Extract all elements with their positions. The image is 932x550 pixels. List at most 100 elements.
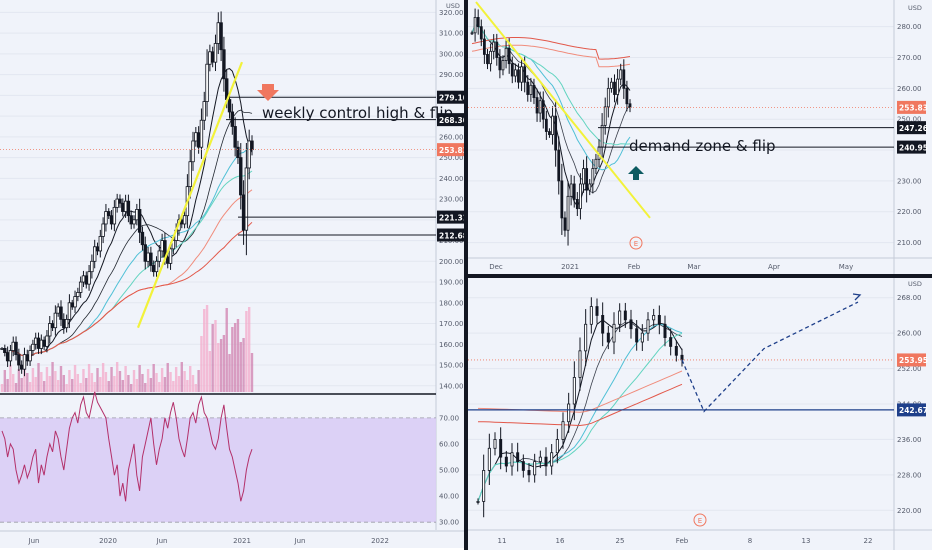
weekly-candle [171, 240, 176, 250]
weekly-volume-bar [236, 319, 240, 392]
weekly-candle [84, 275, 88, 285]
weekly-volume-bar [250, 353, 254, 392]
weekly-candle [92, 246, 97, 262]
weekly-price-label: 253.83 [439, 146, 464, 155]
intraday-price-label-bg [897, 403, 926, 417]
pane-divider-horizontal[interactable] [468, 274, 932, 278]
intraday-candle [646, 319, 650, 334]
weekly-volume-bar [23, 364, 26, 392]
daily-candle [600, 124, 604, 148]
weekly-tick-label: 310.00 [439, 30, 464, 38]
weekly-volume-bar [110, 367, 113, 392]
weekly-chart[interactable]: 140.00 150.00 160.00 170.00 180.00 190.00 200.… [0, 0, 464, 550]
weekly-candle [104, 211, 108, 225]
intraday-candle [584, 323, 588, 352]
intraday-price-label: 242.67 [899, 406, 928, 415]
weekly-volume-bar [214, 320, 217, 392]
weekly-candle [216, 22, 220, 44]
weekly-volume-bar [160, 368, 164, 392]
intraday-time-label: 13 [802, 537, 811, 545]
weekly-volume-bar [138, 365, 141, 392]
intraday-price-label-bg [897, 353, 926, 367]
intraday-tick-label: 236.00 [897, 436, 922, 444]
weekly-candle [90, 260, 94, 273]
weekly-candle [239, 157, 243, 196]
weekly-tick-label: 170.00 [439, 320, 464, 328]
daily-candle [582, 168, 585, 185]
weekly-tick-label: 150.00 [439, 362, 464, 370]
intraday-candle [567, 403, 571, 423]
daily-candle [585, 168, 589, 191]
weekly-volume-bar [37, 363, 40, 392]
intraday-candle [652, 315, 656, 321]
daily-candle [569, 183, 573, 197]
weekly-volume-bar [26, 373, 29, 392]
daily-chart[interactable]: 210.00220.00230.00240.00250.00260.00270.… [468, 0, 932, 274]
weekly-volume-bar [146, 369, 150, 392]
weekly-candle [202, 101, 206, 121]
weekly-price-label: 268.30 [439, 116, 464, 125]
weekly-volume-bar [141, 374, 144, 392]
daily-candle [579, 183, 582, 210]
intraday-time-label: 8 [748, 537, 752, 545]
intraday-time-label: 25 [616, 537, 625, 545]
weekly-volume-bar [113, 376, 116, 392]
weekly-price-label: 279.10 [439, 94, 464, 103]
weekly-candle [17, 354, 21, 366]
daily-tick-label: 210.00 [897, 239, 922, 247]
daily-candle [526, 81, 530, 95]
weekly-candle [126, 200, 131, 217]
weekly-candle [151, 265, 156, 273]
intraday-candle [561, 421, 565, 440]
weekly-candle [76, 292, 80, 297]
daily-ma-line [471, 24, 631, 146]
weekly-price-label-bg [437, 228, 464, 242]
daily-candle [575, 198, 579, 210]
intraday-earnings-label: E [698, 517, 702, 525]
daily-candle [489, 50, 492, 65]
weekly-volume-bar [3, 370, 7, 392]
daily-candle [501, 60, 505, 71]
intraday-ma-long2 [477, 383, 683, 427]
weekly-tick-label: 240.00 [439, 175, 464, 183]
daily-candle [492, 41, 496, 52]
daily-pane[interactable] [468, 0, 932, 274]
intraday-time-label: 11 [498, 537, 507, 545]
weekly-volume-bar [144, 383, 147, 392]
intraday-chart[interactable]: 220.00228.00236.00244.00252.00260.00268.… [468, 278, 932, 550]
weekly-volume-bar [93, 382, 96, 392]
daily-candle [572, 183, 576, 200]
intraday-candle [544, 456, 548, 467]
weekly-volume-bar [51, 362, 54, 392]
intraday-pane[interactable] [468, 278, 932, 550]
daily-candle [541, 100, 545, 120]
weekly-tick-label: 200.00 [439, 258, 464, 266]
weekly-time-label: 2021 [233, 537, 251, 545]
weekly-volume-bar [169, 372, 172, 392]
weekly-volume-bar [59, 366, 63, 392]
weekly-candle [227, 99, 232, 113]
weekly-candle [34, 337, 38, 345]
weekly-candle [154, 260, 159, 273]
weekly-candle [129, 215, 133, 225]
intraday-candle [516, 452, 520, 462]
intraday-candle [476, 501, 480, 503]
weekly-currency: USD [446, 2, 460, 10]
intraday-candle [550, 452, 554, 467]
weekly-candle [250, 140, 254, 151]
weekly-candle [45, 335, 49, 347]
pane-divider-vertical[interactable] [464, 0, 468, 550]
weekly-candle [14, 341, 18, 356]
weekly-volume-bar [245, 311, 248, 392]
daily-price-label-bg [897, 140, 926, 154]
daily-candle [495, 41, 499, 58]
weekly-candle [64, 318, 69, 329]
daily-candle [548, 131, 551, 136]
weekly-ma-line [1, 221, 253, 357]
weekly-volume-bar [68, 370, 71, 392]
weekly-volume-bar [99, 377, 102, 392]
weekly-tick-label: 190.00 [439, 279, 464, 287]
weekly-time-label: 2020 [99, 537, 117, 545]
daily-candle [507, 47, 511, 65]
